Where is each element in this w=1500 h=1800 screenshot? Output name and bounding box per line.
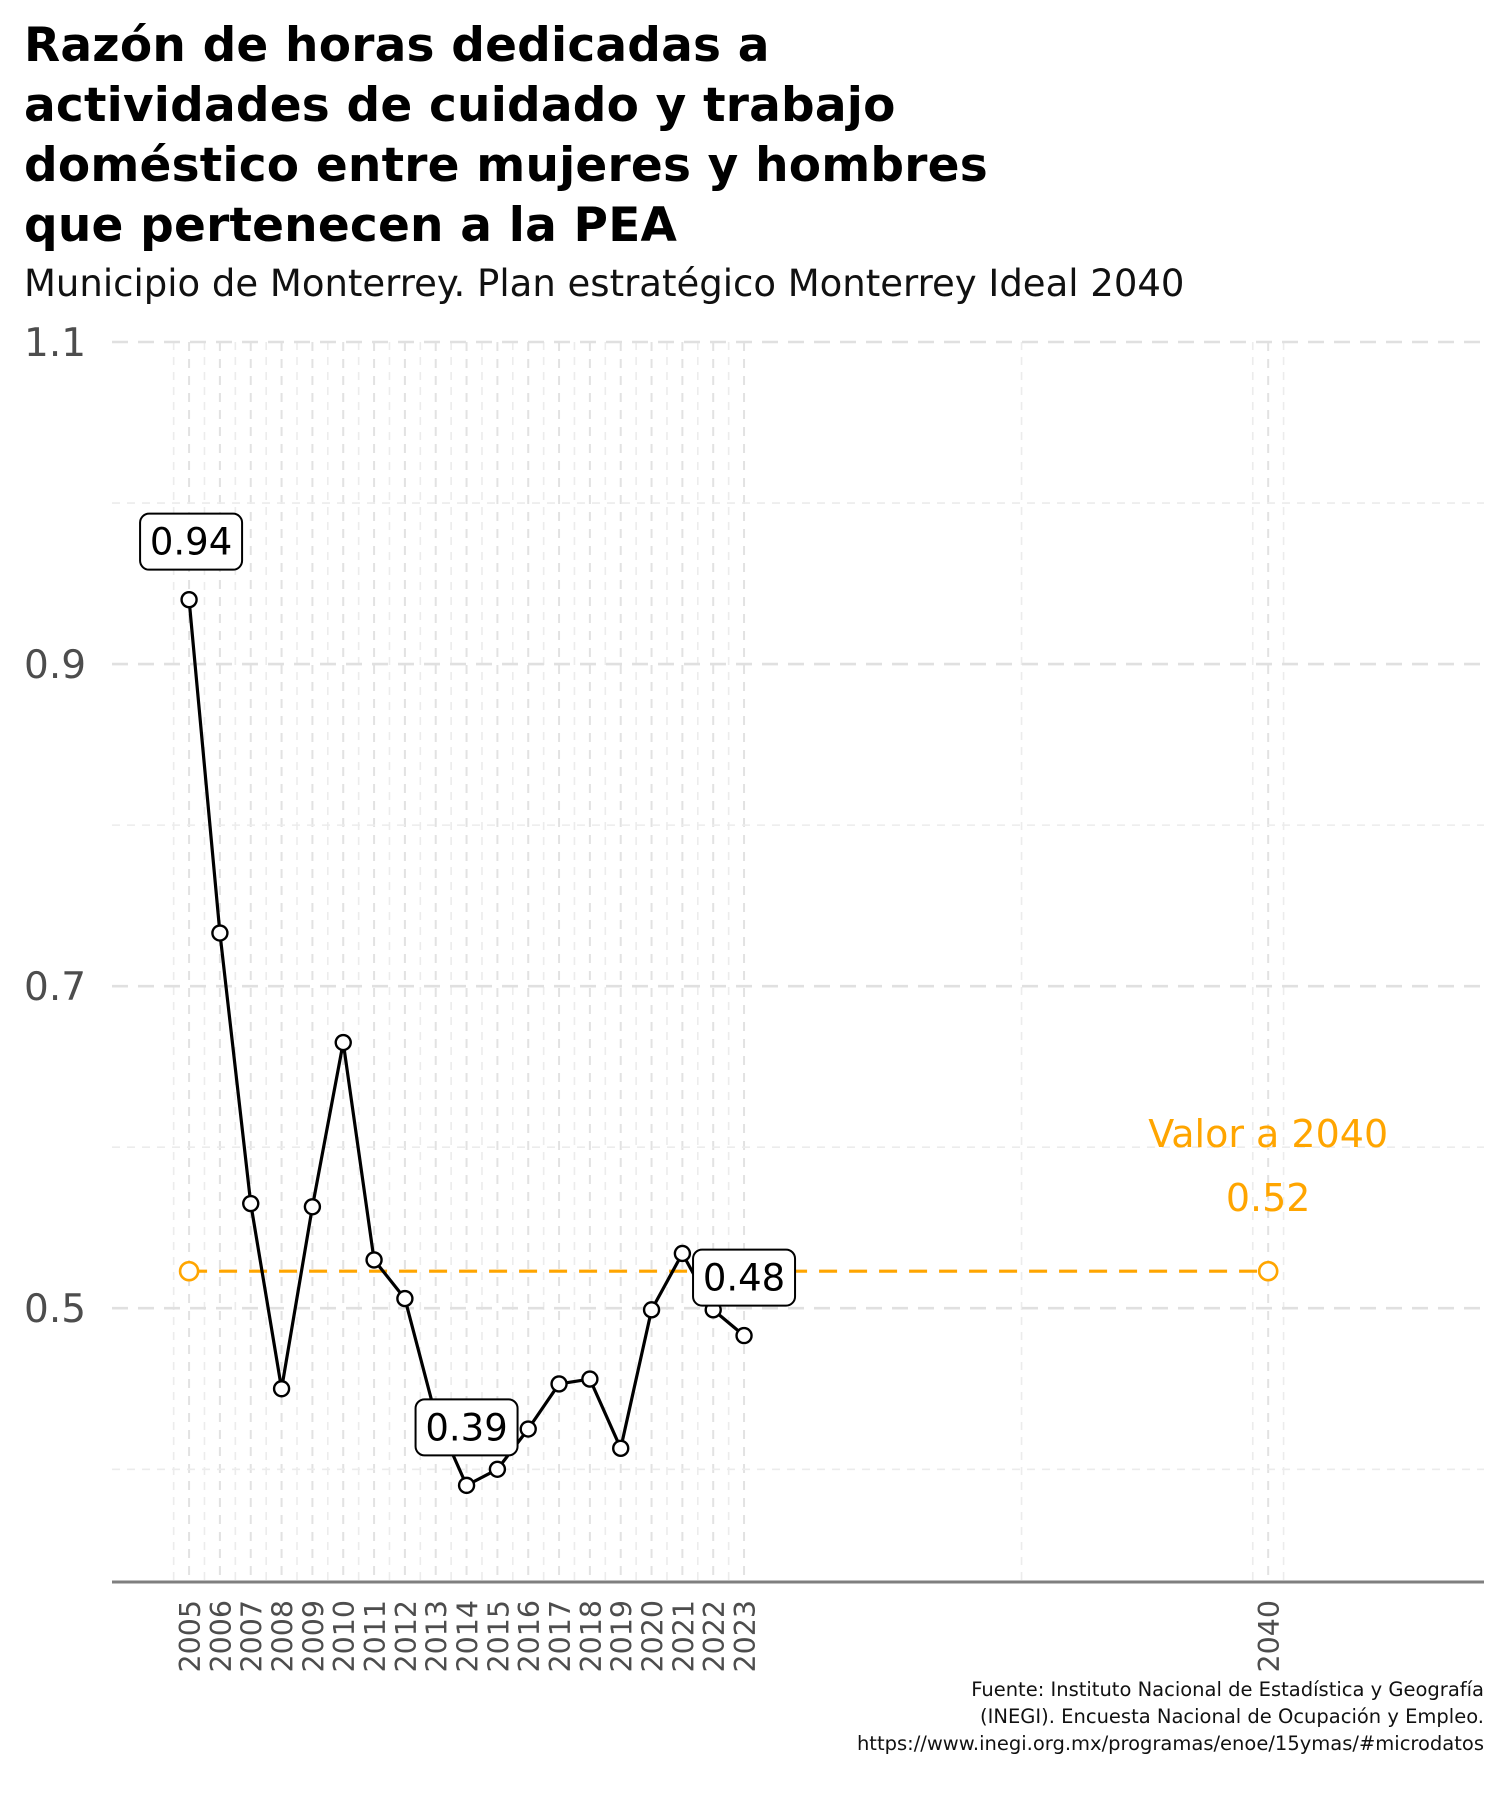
point-label: 0.39	[414, 1398, 519, 1457]
x-tick-label: 2013	[421, 1600, 454, 1673]
grid	[112, 340, 1484, 1582]
y-tick-label: 0.5	[24, 1287, 86, 1332]
target-point	[1257, 1260, 1279, 1282]
point-label-text: 0.48	[703, 1257, 785, 1300]
point-label-box	[692, 1248, 797, 1307]
data-point	[303, 1198, 322, 1216]
chart-title-line: que pertenecen a la PEA	[24, 198, 678, 253]
chart-title-line: actividades de cuidado y trabajo	[24, 78, 896, 133]
x-tick-label: 2016	[513, 1600, 546, 1673]
x-tick-label: 2009	[297, 1600, 330, 1673]
chart-title-line: doméstico entre mujeres y hombres	[24, 138, 988, 193]
x-tick-label: 2017	[544, 1600, 577, 1673]
data-point	[612, 1439, 630, 1458]
data-point	[642, 1301, 661, 1319]
point-label-box	[414, 1398, 519, 1457]
y-tick-label: 0.9	[24, 643, 86, 688]
x-tick-label: 2020	[637, 1600, 670, 1673]
caption-line: https://www.inegi.org.mx/programas/enoe/…	[856, 1732, 1484, 1755]
data-point	[735, 1326, 753, 1345]
data-point	[519, 1420, 537, 1438]
data-point	[673, 1244, 692, 1263]
data-point	[272, 1380, 291, 1398]
point-label: 0.94	[139, 512, 244, 571]
x-tick-label: 2010	[328, 1600, 361, 1673]
target-point	[178, 1260, 200, 1282]
chart-title-line: Razón de horas dedicadas a	[24, 18, 770, 73]
x-tick-label: 2014	[452, 1600, 485, 1673]
point-label-text: 0.94	[150, 521, 232, 564]
data-point	[396, 1289, 414, 1308]
target-label: Valor a 2040	[1148, 1112, 1388, 1156]
x-tick-label: 2040	[1253, 1600, 1286, 1673]
x-tick-label: 2019	[606, 1600, 639, 1673]
point-label: 0.48	[692, 1248, 797, 1307]
data-point	[334, 1033, 352, 1052]
data-point	[550, 1375, 568, 1393]
x-tick-label: 2005	[174, 1600, 207, 1673]
x-tick-label: 2022	[698, 1600, 731, 1673]
target-reference: Valor a 2040 0.52	[178, 1112, 1388, 1282]
point-label-text: 0.39	[425, 1406, 507, 1449]
data-point	[457, 1476, 476, 1495]
x-tick-label: 2015	[482, 1600, 515, 1673]
axes: 0.5 0.7 0.9 1.1 2005200620072008200920102011…	[24, 321, 1484, 1673]
chart-title: Razón de horas dedicadas a actividades d…	[24, 16, 1024, 256]
point-label-box	[139, 512, 244, 571]
data-point	[581, 1370, 599, 1388]
x-tick-label: 2008	[267, 1600, 300, 1673]
chart-subtitle: Municipio de Monterrey. Plan estratégico…	[24, 262, 1185, 305]
x-tick-label: 2023	[729, 1600, 762, 1673]
x-tick-label: 2012	[390, 1600, 423, 1673]
data-point	[242, 1194, 260, 1213]
data-point	[180, 590, 198, 609]
x-tick-label: 2006	[205, 1600, 238, 1673]
point-labels: 0.94 0.39 0.48	[139, 512, 797, 1457]
x-tick-label: 2018	[575, 1600, 608, 1673]
data-point	[488, 1460, 507, 1478]
source-caption: Fuente: Instituto Nacional de Estadístic…	[584, 1676, 1484, 1757]
target-value-label: 0.52	[1226, 1176, 1311, 1220]
data-point	[211, 924, 229, 942]
x-tick-label: 2007	[236, 1600, 269, 1673]
y-tick-label: 0.7	[24, 965, 86, 1010]
y-tick-label: 1.1	[24, 321, 86, 366]
caption-line: Fuente: Instituto Nacional de Estadístic…	[971, 1678, 1484, 1701]
x-tick-label: 2011	[359, 1600, 392, 1673]
x-tick-label: 2021	[667, 1600, 700, 1673]
data-point	[365, 1251, 383, 1269]
caption-line: (INEGI). Encuesta Nacional de Ocupación …	[980, 1705, 1484, 1728]
